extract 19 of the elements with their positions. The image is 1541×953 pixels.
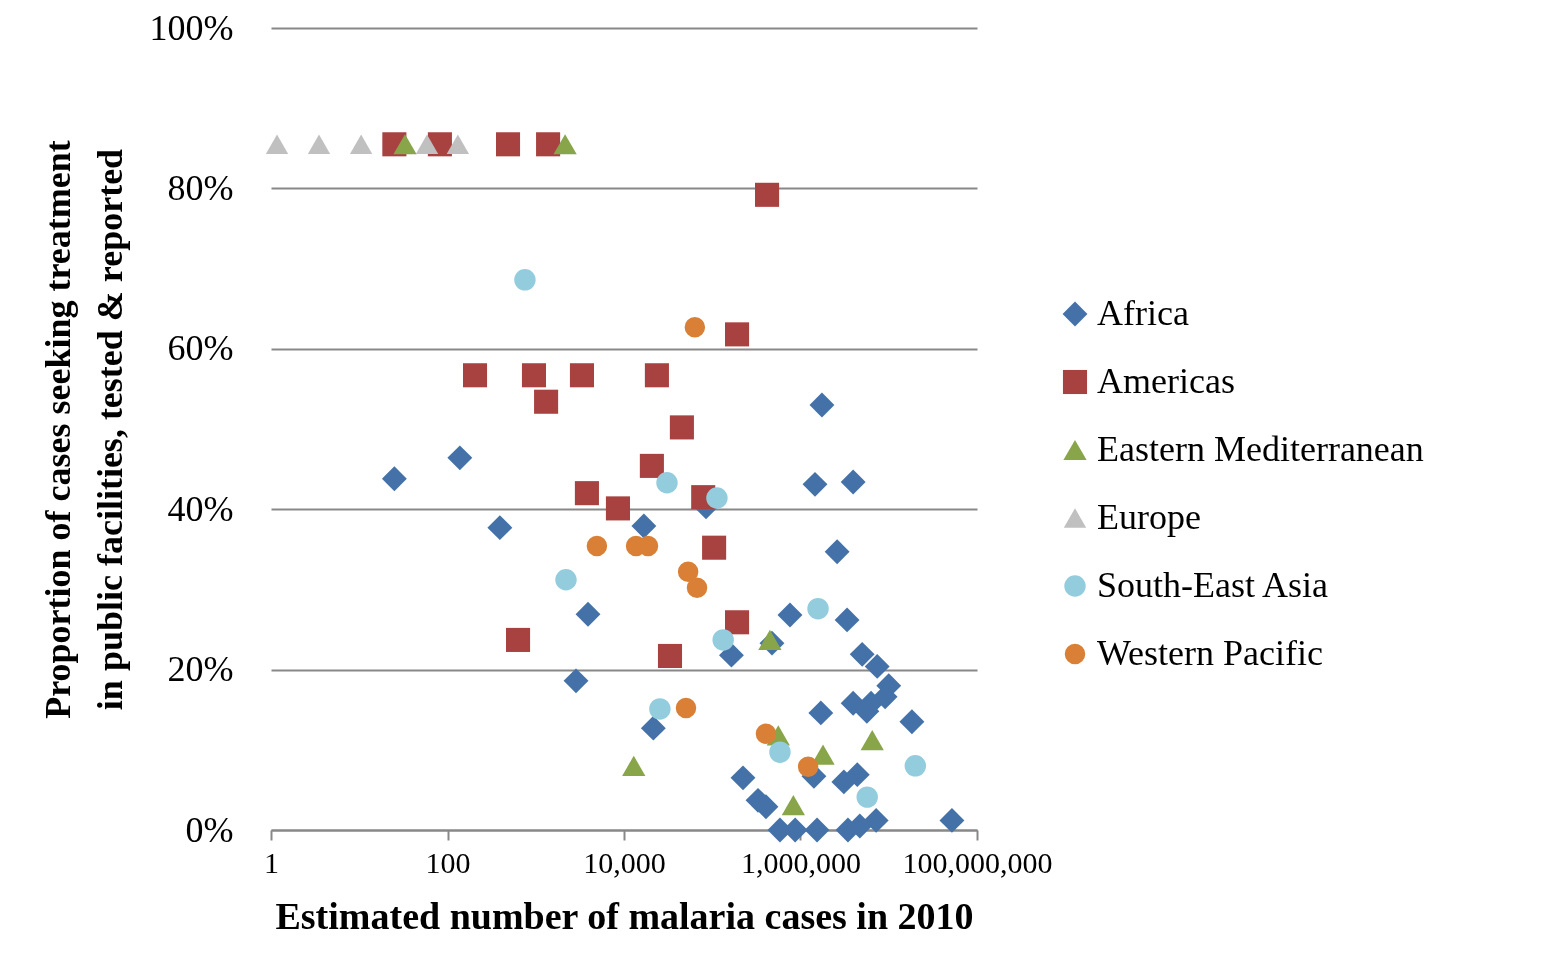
y-tick-label: 40%	[167, 488, 234, 529]
legend-label: Western Pacific	[1097, 633, 1324, 673]
y-tick-label: 100%	[149, 7, 234, 48]
legend-label: South-East Asia	[1097, 565, 1329, 605]
x-tick-label: 10,000	[583, 845, 666, 879]
legend-label: Eastern Mediterranean	[1097, 429, 1424, 469]
legend-label: Americas	[1097, 361, 1235, 401]
y-axis-title: Proportion of cases seeking treatment in public facilities, tested & reported	[37, 140, 130, 719]
x-tick-label: 1,000,000	[741, 845, 861, 879]
x-tick-label: 100	[425, 845, 471, 879]
legend-label: Africa	[1097, 293, 1189, 333]
y-tick-label: 80%	[167, 167, 234, 208]
x-axis-title: Estimated number of malaria cases in 2010	[275, 894, 974, 937]
x-tick-label: 1	[264, 845, 279, 879]
y-tick-label: 60%	[167, 328, 234, 369]
legend-label: Europe	[1097, 497, 1201, 537]
y-tick-label: 0%	[185, 809, 234, 850]
x-tick-label: 100,000,000	[902, 845, 1053, 879]
y-tick-label: 20%	[167, 649, 234, 690]
